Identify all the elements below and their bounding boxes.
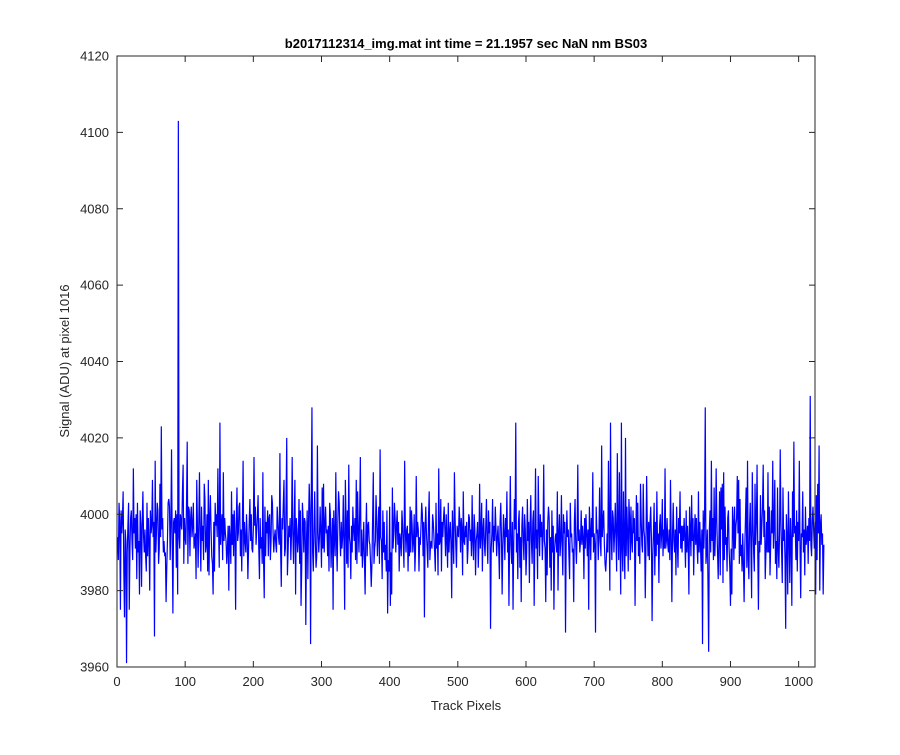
y-axis: 3960 3980 4000 4020 4040 4060 4080 4100 4120 xyxy=(80,49,815,675)
y-tick-label: 4080 xyxy=(80,201,109,216)
y-axis-label: Signal (ADU) at pixel 1016 xyxy=(57,284,72,437)
x-tick-label: 100 xyxy=(174,674,196,689)
x-tick-label: 300 xyxy=(311,674,333,689)
y-tick-label: 4100 xyxy=(80,125,109,140)
plot-area xyxy=(117,56,815,667)
y-tick-label: 4040 xyxy=(80,354,109,369)
x-tick-label: 400 xyxy=(379,674,401,689)
x-tick-label: 500 xyxy=(447,674,469,689)
x-tick-label: 200 xyxy=(242,674,264,689)
x-tick-label: 900 xyxy=(720,674,742,689)
chart-title: b2017112314_img.mat int time = 21.1957 s… xyxy=(285,36,647,51)
y-tick-label: 3980 xyxy=(80,583,109,598)
x-tick-label: 600 xyxy=(515,674,537,689)
x-axis-label: Track Pixels xyxy=(431,698,502,713)
y-tick-label: 4120 xyxy=(80,49,109,64)
x-tick-label: 1000 xyxy=(784,674,813,689)
x-tick-label: 800 xyxy=(651,674,673,689)
series-line xyxy=(117,120,825,664)
y-tick-label: 4060 xyxy=(80,278,109,293)
y-tick-label: 3960 xyxy=(80,660,109,675)
x-tick-label: 700 xyxy=(583,674,605,689)
y-tick-label: 4020 xyxy=(80,430,109,445)
x-axis: 0 100 200 300 400 500 600 700 800 900 1000 xyxy=(113,56,813,689)
y-tick-label: 4000 xyxy=(80,507,109,522)
x-tick-label: 0 xyxy=(113,674,120,689)
